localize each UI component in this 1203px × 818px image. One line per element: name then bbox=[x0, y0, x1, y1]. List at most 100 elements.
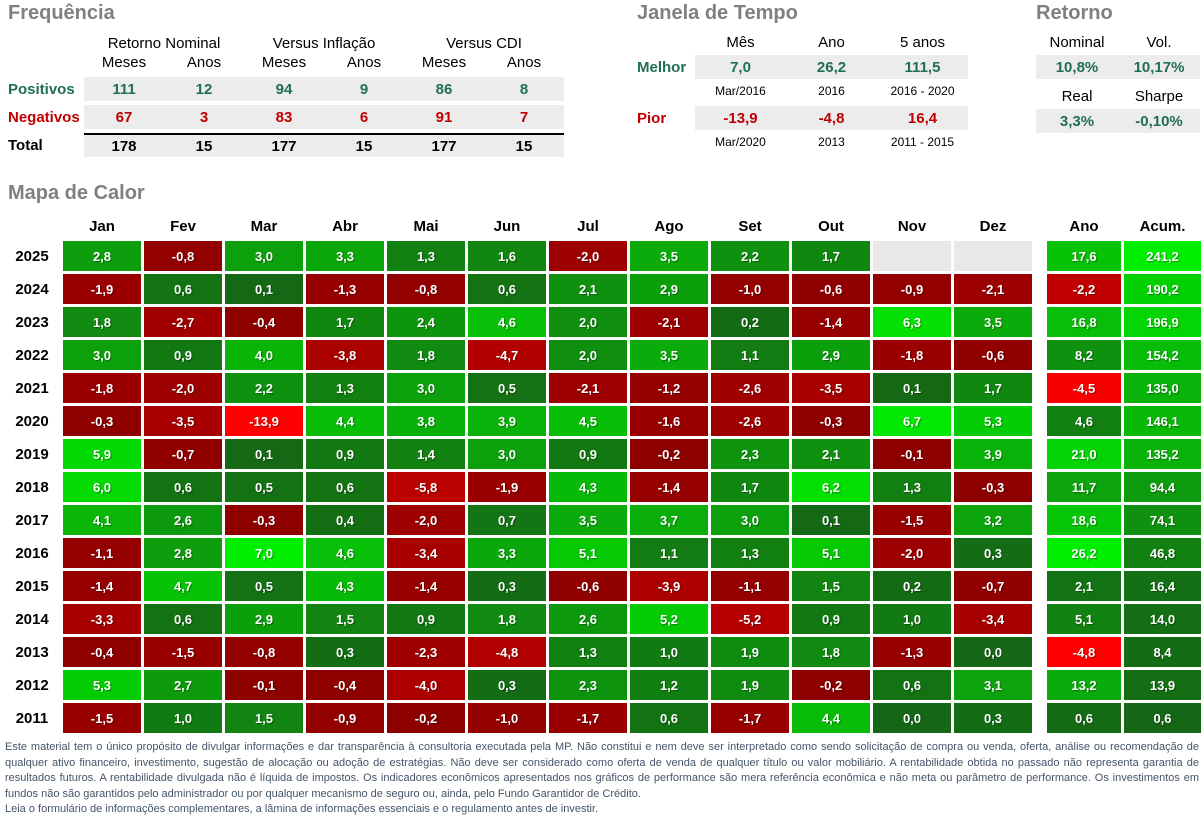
frequency-row-total: Total 178 15 177 15 177 15 bbox=[8, 133, 568, 157]
heatmap-cell: -0,8 bbox=[144, 241, 222, 271]
heatmap-cell: 0,6 bbox=[468, 274, 546, 304]
heatmap-cell: 2,1 bbox=[792, 439, 870, 469]
value-cell: 6 bbox=[359, 108, 369, 126]
heatmap-cell: -3,8 bbox=[306, 340, 384, 370]
heatmap-cell: 3,3 bbox=[468, 538, 546, 568]
heatmap-cell: 2,8 bbox=[144, 538, 222, 568]
heatmap-cell: 1,0 bbox=[144, 703, 222, 733]
heatmap-cell: 1,2 bbox=[630, 670, 708, 700]
value-cell: 8 bbox=[519, 80, 529, 98]
column-header-nominal: Nominal bbox=[1049, 34, 1105, 51]
value-cell: -4,8 bbox=[818, 109, 845, 127]
month-column-header: Jun bbox=[493, 217, 521, 235]
year-label: 2015 bbox=[15, 577, 49, 595]
sub-header: Meses bbox=[421, 54, 467, 71]
row-label: Negativos bbox=[8, 108, 80, 126]
month-column-header: Abr bbox=[332, 217, 358, 235]
heatmap-cell: -0,2 bbox=[387, 703, 465, 733]
heatmap-cell: 3,7 bbox=[630, 505, 708, 535]
heatmap-cell: 2,4 bbox=[387, 307, 465, 337]
heatmap-cell: 0,6 bbox=[144, 472, 222, 502]
heatmap-cell: -5,2 bbox=[711, 604, 789, 634]
year-label: 2017 bbox=[15, 511, 49, 529]
time-window-headers: Mês Ano 5 anos bbox=[695, 34, 977, 51]
heatmap-cell: -4,8 bbox=[468, 637, 546, 667]
column-spacer bbox=[1035, 571, 1044, 601]
period-label: 2016 bbox=[818, 84, 845, 98]
heatmap-cell: 0,1 bbox=[873, 373, 951, 403]
heatmap-cell: 0,6 bbox=[873, 670, 951, 700]
heatmap-cell: -0,3 bbox=[63, 406, 141, 436]
heatmap-cell: -0,8 bbox=[387, 274, 465, 304]
heatmap-ano-cell: 0,6 bbox=[1047, 703, 1121, 733]
heatmap-cell: 0,3 bbox=[468, 571, 546, 601]
heatmap-cell: 2,6 bbox=[144, 505, 222, 535]
heatmap-cell: -2,3 bbox=[387, 637, 465, 667]
heatmap-cell: -1,4 bbox=[792, 307, 870, 337]
heatmap-cell: -2,0 bbox=[144, 373, 222, 403]
heatmap-cell: -4,7 bbox=[468, 340, 546, 370]
heatmap-cell: -1,3 bbox=[873, 637, 951, 667]
heatmap-cell: -1,4 bbox=[387, 571, 465, 601]
heatmap-cell: -0,4 bbox=[225, 307, 303, 337]
heatmap-ano-cell: -2,2 bbox=[1047, 274, 1121, 304]
heatmap-cell: -0,6 bbox=[549, 571, 627, 601]
heatmap-cell: 0,4 bbox=[306, 505, 384, 535]
heatmap-ano-cell: 8,2 bbox=[1047, 340, 1121, 370]
time-window-row-melhor: Melhor 7,0 26,2 111,5 bbox=[637, 55, 977, 79]
time-window-title: Janela de Tempo bbox=[637, 2, 798, 24]
sub-header: Anos bbox=[506, 54, 542, 71]
return-values: 3,3% -0,10% bbox=[1036, 109, 1200, 133]
heatmap-cell: 1,5 bbox=[306, 604, 384, 634]
heatmap-acum-cell: 16,4 bbox=[1124, 571, 1201, 601]
year-label: 2018 bbox=[15, 478, 49, 496]
heatmap-cell: -0,7 bbox=[954, 571, 1032, 601]
heatmap-ano-cell: 5,1 bbox=[1047, 604, 1121, 634]
sub-header: Meses bbox=[261, 54, 307, 71]
heatmap-acum-cell: 154,2 bbox=[1124, 340, 1201, 370]
value-cell: 111,5 bbox=[904, 58, 941, 76]
heatmap-cell: 3,3 bbox=[306, 241, 384, 271]
heatmap-cell: -1,8 bbox=[873, 340, 951, 370]
period-label: 2016 - 2020 bbox=[890, 84, 955, 98]
heatmap-cell: -2,0 bbox=[873, 538, 951, 568]
heatmap-acum-cell: 146,1 bbox=[1124, 406, 1201, 436]
value-cell: 177 bbox=[431, 137, 457, 155]
heatmap-cell: 0,9 bbox=[144, 340, 222, 370]
heatmap-cell: 0,3 bbox=[954, 703, 1032, 733]
period-label: 2013 bbox=[818, 135, 845, 149]
column-spacer bbox=[1035, 472, 1044, 502]
heatmap-acum-cell: 74,1 bbox=[1124, 505, 1201, 535]
month-column-header: Mar bbox=[250, 217, 278, 235]
year-total-column-header: Ano bbox=[1069, 217, 1099, 235]
frequency-row-positivos: Positivos 111 12 94 9 86 8 bbox=[8, 77, 568, 101]
heatmap-cell: 0,1 bbox=[225, 274, 303, 304]
value-cell: 3,3% bbox=[1059, 112, 1095, 130]
column-spacer bbox=[1035, 340, 1044, 370]
heatmap-cell: 0,9 bbox=[306, 439, 384, 469]
heatmap-cell: -2,1 bbox=[954, 274, 1032, 304]
value-cell: 15 bbox=[355, 137, 373, 155]
heatmap-cell: 3,0 bbox=[63, 340, 141, 370]
heatmap-cell: 2,6 bbox=[549, 604, 627, 634]
heatmap-cell: -0,1 bbox=[225, 670, 303, 700]
heatmap-cell bbox=[873, 241, 951, 271]
heatmap-cell: 2,2 bbox=[711, 241, 789, 271]
row-label: Pior bbox=[637, 109, 667, 127]
heatmap-cell: 4,7 bbox=[144, 571, 222, 601]
heatmap-cell: 1,8 bbox=[792, 637, 870, 667]
year-label: 2023 bbox=[15, 313, 49, 331]
value-cell: 94 bbox=[275, 80, 293, 98]
heatmap-title: Mapa de Calor bbox=[8, 182, 145, 204]
column-spacer bbox=[1035, 373, 1044, 403]
heatmap-cell: 0,6 bbox=[630, 703, 708, 733]
heatmap-cell: 0,9 bbox=[549, 439, 627, 469]
heatmap-cell: -1,0 bbox=[468, 703, 546, 733]
value-cell: 16,4 bbox=[907, 109, 938, 127]
heatmap-cell: -1,5 bbox=[873, 505, 951, 535]
heatmap-ano-cell: 17,6 bbox=[1047, 241, 1121, 271]
value-cell: 178 bbox=[111, 137, 137, 155]
heatmap-acum-cell: 8,4 bbox=[1124, 637, 1201, 667]
heatmap-cell: 1,9 bbox=[711, 637, 789, 667]
heatmap-cell: -0,1 bbox=[873, 439, 951, 469]
